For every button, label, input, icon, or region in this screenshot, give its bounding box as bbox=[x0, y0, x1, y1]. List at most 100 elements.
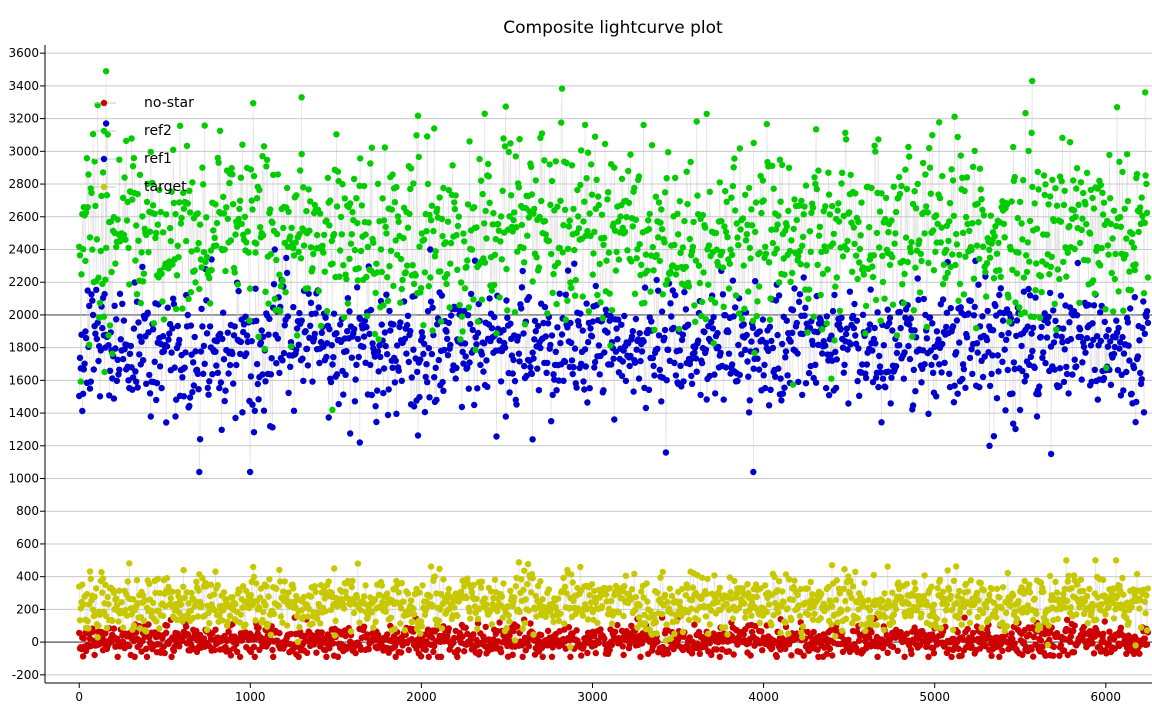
data-point bbox=[420, 350, 427, 358]
data-point bbox=[429, 304, 436, 311]
data-point bbox=[621, 228, 629, 236]
data-point bbox=[98, 569, 105, 576]
data-point bbox=[840, 585, 847, 592]
data-point bbox=[822, 384, 830, 392]
data-point bbox=[534, 322, 542, 330]
data-point bbox=[402, 269, 409, 276]
data-point bbox=[1045, 622, 1052, 629]
data-point bbox=[1063, 557, 1070, 564]
data-point bbox=[224, 215, 231, 222]
data-point bbox=[216, 127, 224, 134]
data-point bbox=[283, 269, 291, 277]
data-point bbox=[445, 319, 452, 327]
data-point bbox=[106, 392, 113, 399]
data-point bbox=[153, 618, 160, 625]
data-point bbox=[89, 297, 96, 304]
data-point bbox=[869, 347, 876, 354]
data-point bbox=[788, 616, 795, 624]
data-point bbox=[334, 168, 342, 175]
data-point bbox=[946, 586, 953, 593]
data-point bbox=[247, 166, 255, 173]
data-point bbox=[356, 619, 363, 626]
data-point bbox=[676, 598, 683, 605]
data-point bbox=[773, 653, 780, 660]
data-point bbox=[756, 328, 763, 335]
data-point bbox=[298, 150, 305, 158]
data-point bbox=[322, 314, 329, 321]
data-point bbox=[89, 311, 97, 319]
data-point bbox=[465, 385, 472, 392]
data-point bbox=[749, 324, 757, 331]
data-point bbox=[240, 583, 247, 590]
data-point bbox=[656, 257, 663, 265]
data-point bbox=[410, 280, 418, 288]
data-point bbox=[949, 323, 957, 330]
data-point bbox=[802, 304, 809, 311]
data-point bbox=[273, 230, 281, 238]
data-point bbox=[461, 307, 468, 315]
data-point bbox=[520, 330, 527, 337]
data-point bbox=[563, 590, 570, 597]
data-point bbox=[360, 333, 368, 340]
data-point bbox=[997, 285, 1004, 292]
data-point bbox=[739, 585, 747, 592]
data-point bbox=[912, 585, 919, 592]
data-point bbox=[541, 217, 549, 225]
data-point bbox=[252, 285, 259, 292]
data-point bbox=[427, 246, 434, 253]
data-point bbox=[218, 426, 225, 433]
data-point bbox=[426, 394, 433, 401]
data-point bbox=[158, 270, 165, 277]
data-point bbox=[1019, 651, 1026, 658]
data-point bbox=[257, 585, 265, 592]
data-point bbox=[119, 624, 127, 631]
data-point bbox=[934, 585, 941, 592]
data-point bbox=[1125, 342, 1132, 349]
data-point bbox=[828, 621, 835, 628]
data-point bbox=[724, 631, 731, 638]
data-point bbox=[641, 284, 649, 291]
data-point bbox=[163, 622, 171, 629]
data-point bbox=[606, 646, 613, 654]
data-point bbox=[1106, 628, 1113, 635]
data-point bbox=[619, 358, 626, 365]
data-point bbox=[722, 624, 729, 631]
data-point bbox=[787, 338, 794, 345]
data-point bbox=[329, 361, 336, 368]
data-point bbox=[1084, 620, 1092, 627]
data-point bbox=[398, 285, 405, 293]
data-point bbox=[635, 375, 643, 382]
data-point bbox=[454, 222, 462, 230]
data-point bbox=[236, 197, 244, 204]
data-point bbox=[536, 213, 543, 221]
data-point bbox=[357, 646, 365, 653]
data-point bbox=[357, 247, 365, 255]
data-point bbox=[1024, 323, 1032, 330]
data-point bbox=[464, 575, 471, 582]
data-point bbox=[684, 584, 691, 592]
data-point bbox=[495, 227, 502, 234]
data-point bbox=[1136, 337, 1143, 344]
data-point bbox=[769, 644, 776, 652]
data-point bbox=[664, 598, 671, 606]
data-point bbox=[649, 243, 656, 251]
data-point bbox=[765, 347, 772, 355]
data-point bbox=[179, 305, 186, 312]
data-point bbox=[262, 378, 269, 385]
data-point bbox=[102, 581, 109, 588]
data-point bbox=[564, 267, 572, 274]
data-point bbox=[365, 646, 372, 653]
data-point bbox=[132, 368, 139, 375]
data-point bbox=[636, 602, 643, 609]
data-point bbox=[607, 312, 614, 320]
data-point bbox=[361, 317, 369, 324]
data-point bbox=[678, 585, 686, 593]
data-point bbox=[1060, 647, 1068, 654]
data-point bbox=[76, 354, 84, 361]
data-point bbox=[88, 291, 95, 298]
data-point bbox=[902, 314, 909, 321]
data-point bbox=[431, 253, 439, 260]
data-point bbox=[752, 581, 760, 588]
data-point bbox=[524, 580, 531, 588]
data-point bbox=[1065, 390, 1072, 397]
